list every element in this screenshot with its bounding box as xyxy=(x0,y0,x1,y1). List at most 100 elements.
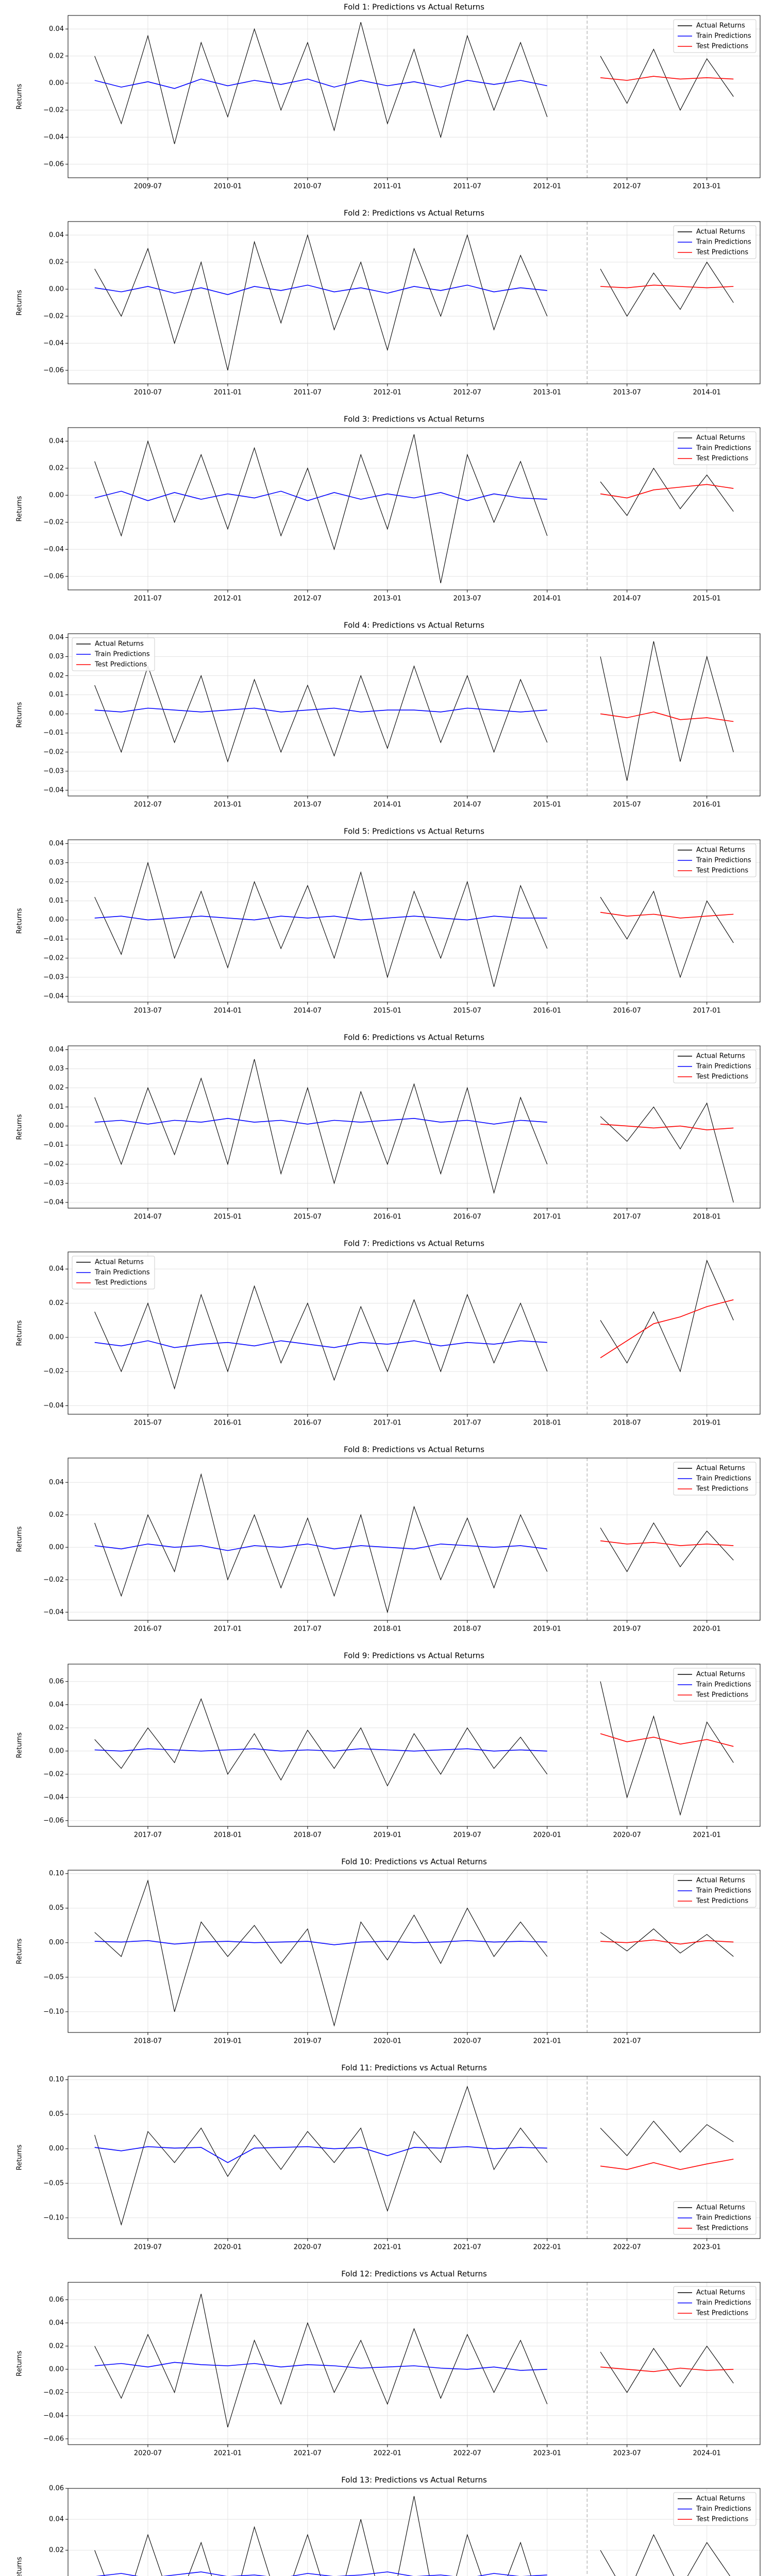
legend-label: Train Predictions xyxy=(696,2505,751,2513)
series-line xyxy=(600,912,734,919)
y-tick-label: 0.02 xyxy=(49,1084,64,1092)
y-tick-label: 0.04 xyxy=(49,25,64,33)
legend-label: Actual Returns xyxy=(696,22,745,30)
series-line xyxy=(94,490,547,501)
x-tick-label: 2022-01 xyxy=(533,2244,561,2251)
x-tick-label: 2011-07 xyxy=(294,389,322,397)
y-tick-label: −0.04 xyxy=(43,1608,64,1616)
x-tick-label: 2013-01 xyxy=(693,183,721,191)
legend-label: Actual Returns xyxy=(696,1877,745,1885)
x-tick-label: 2017-07 xyxy=(134,1832,162,1839)
series-line xyxy=(94,2294,734,2428)
y-tick-label: 0.00 xyxy=(49,1939,64,1946)
series-line xyxy=(94,1681,734,1816)
x-tick-label: 2024-01 xyxy=(693,2450,721,2458)
plot-frame xyxy=(68,2488,761,2576)
legend-label: Actual Returns xyxy=(95,640,144,648)
y-axis-label: Returns xyxy=(16,908,24,934)
legend: Actual Returns Train Predictions Test Pred… xyxy=(673,431,757,465)
y-axis-label: Returns xyxy=(16,1526,24,1552)
subplot-title: Fold 10: Predictions vs Actual Returns xyxy=(341,1857,487,1867)
x-tick-label: 2018-01 xyxy=(533,1419,561,1427)
y-tick-label: 0.02 xyxy=(49,2342,64,2350)
x-tick-label: 2017-07 xyxy=(453,1419,481,1427)
x-tick-label: 2012-01 xyxy=(533,183,561,191)
legend-label: Test Predictions xyxy=(696,1073,748,1081)
subplot: Fold 12: Predictions vs Actual Returns Re… xyxy=(16,2269,761,2458)
x-tick-label: 2020-01 xyxy=(374,2038,401,2045)
legend-label: Test Predictions xyxy=(696,455,748,463)
y-tick-label: −0.04 xyxy=(43,786,64,794)
legend-label: Train Predictions xyxy=(696,857,751,865)
x-tick-label: 2022-07 xyxy=(453,2450,481,2458)
legend-box xyxy=(673,2492,757,2526)
subplot-title: Fold 13: Predictions vs Actual Returns xyxy=(341,2476,487,2485)
legend-label: Train Predictions xyxy=(696,1063,751,1071)
y-tick-label: −0.06 xyxy=(43,572,64,580)
x-tick-label: 2010-07 xyxy=(294,183,322,191)
legend-box xyxy=(673,1462,757,1496)
legend-label: Test Predictions xyxy=(696,1897,748,1905)
plot-frame xyxy=(68,2282,761,2445)
subplot-title: Fold 7: Predictions vs Actual Returns xyxy=(344,1239,484,1248)
x-tick-label: 2019-07 xyxy=(453,1832,481,1839)
x-tick-label: 2018-01 xyxy=(693,1213,721,1221)
y-tick-label: 0.04 xyxy=(49,231,64,239)
x-tick-label: 2015-07 xyxy=(294,1213,322,1221)
y-tick-label: 0.04 xyxy=(49,437,64,445)
x-tick-label: 2014-01 xyxy=(374,801,401,809)
series-line xyxy=(600,2159,734,2170)
y-tick-label: 0.02 xyxy=(49,1299,64,1307)
legend-box xyxy=(673,2201,757,2235)
x-tick-label: 2011-07 xyxy=(134,595,162,603)
y-tick-label: −0.06 xyxy=(43,1817,64,1824)
subplot: Fold 8: Predictions vs Actual Returns Ret… xyxy=(16,1445,761,1633)
x-tick-label: 2015-01 xyxy=(533,801,561,809)
y-tick-label: −0.03 xyxy=(43,767,64,775)
legend-label: Test Predictions xyxy=(696,2310,748,2317)
y-tick-label: −0.02 xyxy=(43,2388,64,2396)
y-tick-label: −0.03 xyxy=(43,1179,64,1187)
legend: Actual Returns Train Predictions Test Pred… xyxy=(673,19,757,53)
y-tick-label: 0.02 xyxy=(49,1724,64,1732)
series-line xyxy=(600,1299,734,1359)
y-tick-label: 0.10 xyxy=(49,1870,64,1877)
legend-label: Test Predictions xyxy=(696,2225,748,2232)
legend-label: Test Predictions xyxy=(696,867,748,875)
y-tick-label: 0.00 xyxy=(49,285,64,293)
y-tick-label: −0.01 xyxy=(43,1141,64,1149)
legend-label: Test Predictions xyxy=(94,1279,147,1287)
subplot: Fold 13: Predictions vs Actual Returns Re… xyxy=(16,2476,761,2576)
x-tick-label: 2021-01 xyxy=(374,2244,401,2251)
y-tick-label: −0.02 xyxy=(43,1160,64,1168)
y-tick-label: 0.03 xyxy=(49,653,64,660)
y-tick-label: −0.02 xyxy=(43,1576,64,1584)
x-tick-label: 2018-01 xyxy=(374,1625,401,1633)
legend-box xyxy=(673,1668,757,1702)
legend-box xyxy=(673,1874,757,1908)
x-tick-label: 2021-01 xyxy=(533,2038,561,2045)
series-line xyxy=(600,711,734,722)
y-tick-label: 0.00 xyxy=(49,2145,64,2153)
x-tick-label: 2020-07 xyxy=(294,2244,322,2251)
series-line xyxy=(94,707,547,713)
x-tick-label: 2016-07 xyxy=(134,1625,162,1633)
y-tick-label: −0.04 xyxy=(43,1793,64,1801)
x-tick-label: 2017-01 xyxy=(693,1007,721,1015)
legend-label: Actual Returns xyxy=(696,2204,745,2212)
series-line xyxy=(94,1259,734,1390)
x-tick-label: 2013-07 xyxy=(294,801,322,809)
legend-label: Test Predictions xyxy=(696,2516,748,2523)
x-tick-label: 2018-07 xyxy=(294,1832,322,1839)
legend-label: Train Predictions xyxy=(696,1887,751,1895)
legend-label: Train Predictions xyxy=(696,239,751,246)
y-tick-label: 0.04 xyxy=(49,634,64,641)
y-tick-label: 0.01 xyxy=(49,691,64,699)
y-tick-label: 0.02 xyxy=(49,258,64,266)
y-tick-label: 0.02 xyxy=(49,672,64,680)
x-tick-label: 2021-01 xyxy=(693,1832,721,1839)
y-tick-label: 0.00 xyxy=(49,916,64,924)
subplot: Fold 6: Predictions vs Actual Returns Ret… xyxy=(16,1033,761,1221)
x-tick-label: 2015-01 xyxy=(693,595,721,603)
x-tick-label: 2020-01 xyxy=(693,1625,721,1633)
